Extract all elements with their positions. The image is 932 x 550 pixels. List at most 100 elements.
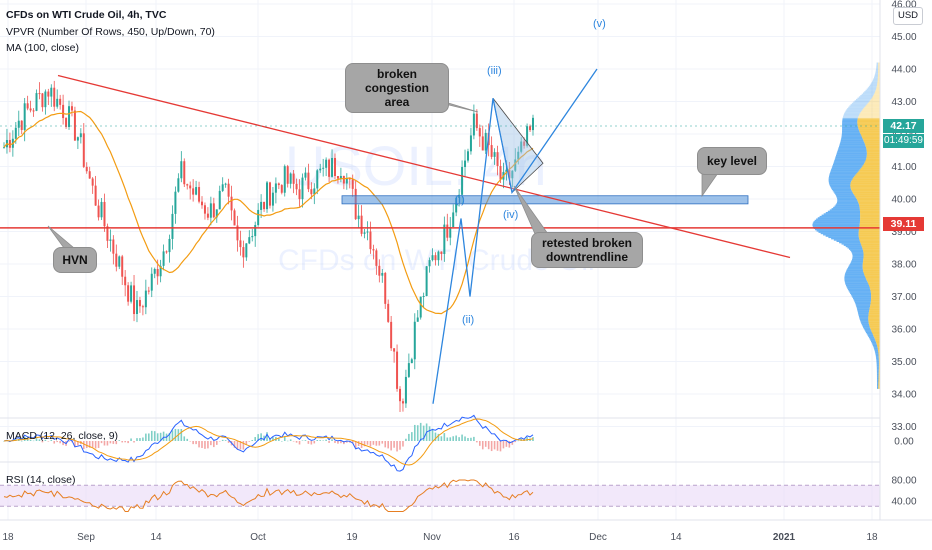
candle-body bbox=[455, 197, 458, 213]
macd-histogram-bar bbox=[198, 441, 200, 448]
callout-key-level[interactable]: key level bbox=[697, 147, 767, 175]
vpvr-bar-down bbox=[875, 356, 879, 358]
vpvr-bar-down bbox=[856, 306, 870, 309]
macd-histogram-bar bbox=[372, 441, 375, 445]
vpvr-bar-up bbox=[870, 300, 880, 302]
vpvr-bar-up bbox=[876, 87, 880, 89]
macd-line bbox=[3, 414, 534, 472]
vpvr-bar-up bbox=[877, 348, 880, 350]
macd-histogram-bar bbox=[295, 441, 298, 443]
callout-retest[interactable]: retested broken downtrendline bbox=[531, 232, 643, 268]
vpvr-bar-up bbox=[852, 178, 880, 180]
vpvr-bar-up bbox=[874, 336, 880, 339]
vpvr-legend[interactable]: VPVR (Number Of Rows, 450, Up/Down, 70) bbox=[6, 26, 215, 38]
candle-body bbox=[363, 232, 366, 234]
candle-body bbox=[203, 205, 206, 214]
macd-histogram-bar bbox=[378, 441, 381, 446]
downtrend-line[interactable] bbox=[57, 74, 791, 259]
macd-histogram-bar bbox=[174, 428, 177, 441]
macd-histogram-bar bbox=[511, 441, 514, 445]
vpvr-bar-down bbox=[876, 371, 879, 374]
vpvr-bar-up bbox=[869, 100, 880, 102]
vpvr-bar-down bbox=[827, 210, 861, 213]
candle-body bbox=[461, 166, 464, 195]
vpvr-bar-down bbox=[846, 269, 863, 271]
price-tick-label: 40.00 bbox=[891, 195, 916, 206]
candle-body bbox=[32, 110, 35, 112]
macd-legend[interactable]: MACD (12, 26, close, 9) bbox=[6, 430, 119, 442]
currency-badge[interactable]: USD bbox=[893, 7, 923, 25]
vpvr-bar-up bbox=[872, 332, 880, 335]
vpvr-bar-up bbox=[863, 257, 880, 259]
candle-body bbox=[517, 151, 520, 160]
candle-body bbox=[168, 238, 171, 253]
vpvr-bar-up bbox=[857, 119, 880, 122]
candle-body bbox=[180, 161, 183, 179]
vpvr-bar-up bbox=[859, 240, 880, 242]
vpvr-bar-up bbox=[878, 358, 880, 361]
candle-body bbox=[242, 247, 245, 258]
vpvr-bar-down bbox=[842, 130, 860, 132]
vpvr-bar-up bbox=[875, 88, 880, 90]
vpvr-bar-down bbox=[833, 239, 860, 241]
vpvr-bar-up bbox=[878, 384, 880, 387]
vpvr-bar-up bbox=[869, 309, 880, 311]
vpvr-bar-up bbox=[858, 232, 880, 235]
callout-hvn[interactable]: HVN bbox=[53, 247, 97, 273]
vpvr-bar-up bbox=[870, 98, 880, 101]
vpvr-bar-down bbox=[850, 293, 872, 296]
candle-body bbox=[88, 171, 91, 179]
vpvr-bar-down bbox=[848, 106, 865, 109]
macd-histogram-bar bbox=[224, 440, 227, 441]
vpvr-bar-down bbox=[876, 386, 879, 388]
vpvr-bar-down bbox=[876, 357, 879, 359]
macd-histogram-bar bbox=[340, 441, 342, 444]
vpvr-bar-up bbox=[862, 264, 880, 266]
candle-body bbox=[118, 256, 121, 267]
vpvr-bar-up bbox=[870, 329, 880, 331]
macd-histogram-bar bbox=[319, 440, 322, 441]
rsi-legend[interactable]: RSI (14, close) bbox=[6, 474, 76, 486]
macd-histogram-bar bbox=[44, 439, 47, 441]
candle-body bbox=[434, 255, 437, 261]
key-level-zone[interactable] bbox=[341, 195, 749, 205]
vpvr-bar-down bbox=[828, 236, 859, 239]
vpvr-bar-up bbox=[858, 230, 880, 232]
macd-histogram-bar bbox=[133, 441, 135, 443]
vpvr-bar-down bbox=[831, 238, 860, 240]
vpvr-bar-up bbox=[863, 258, 880, 261]
vpvr-bar-up bbox=[860, 212, 880, 214]
elliott-wave-line[interactable] bbox=[432, 68, 598, 404]
vpvr-bar-down bbox=[836, 195, 855, 197]
candle-body bbox=[342, 175, 345, 184]
vpvr-bar-down bbox=[870, 339, 876, 341]
elliott-wave-label: (v) bbox=[593, 18, 606, 30]
vpvr-bar-down bbox=[874, 75, 878, 77]
callout-congestion[interactable]: broken congestion area bbox=[345, 63, 449, 113]
vpvr-bar-down bbox=[876, 66, 879, 68]
macd-histogram-bar bbox=[26, 438, 29, 441]
vpvr-bar-down bbox=[844, 274, 865, 276]
ma-legend[interactable]: MA (100, close) bbox=[6, 42, 79, 54]
macd-histogram-bar bbox=[38, 439, 41, 441]
vpvr-bar-down bbox=[842, 121, 858, 123]
time-tick-label: 2021 bbox=[773, 532, 796, 543]
vpvr-bar-up bbox=[876, 343, 880, 345]
time-axis[interactable]: 18 Sep 14 Oct 19 Nov 16 Dec 14 2021 18 bbox=[2, 532, 878, 543]
candle-body bbox=[316, 170, 319, 189]
vpvr-bar-down bbox=[849, 264, 863, 266]
vpvr-bar-down bbox=[862, 326, 870, 328]
candle-body bbox=[336, 176, 339, 179]
candle-body bbox=[29, 108, 32, 111]
vpvr-bar-down bbox=[861, 322, 869, 324]
candle-body bbox=[452, 212, 455, 228]
candle-body bbox=[73, 110, 76, 141]
candle-body bbox=[274, 183, 277, 193]
vpvr-bar-up bbox=[859, 221, 880, 223]
vpvr-bar-up bbox=[850, 184, 880, 187]
vpvr-bar-down bbox=[829, 184, 851, 187]
macd-histogram-bar bbox=[195, 441, 197, 445]
vpvr-bar-down bbox=[835, 204, 860, 206]
candle-body bbox=[121, 256, 124, 277]
